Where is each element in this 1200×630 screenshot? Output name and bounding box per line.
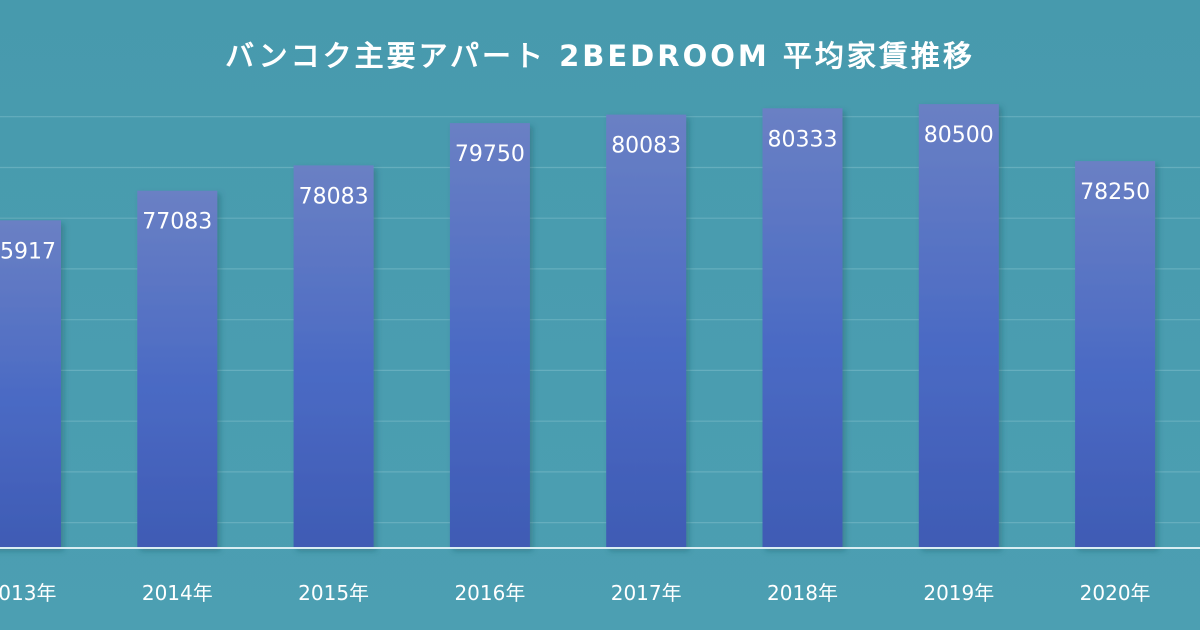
bars — [0, 104, 1156, 549]
bar-value-label: 78083 — [299, 184, 369, 209]
x-tick-label: 2013年 — [0, 581, 56, 605]
bar-2018年 — [762, 108, 843, 549]
bar-2020年 — [1075, 161, 1156, 548]
x-tick-label: 2016年 — [454, 581, 525, 605]
x-tick-label: 2014年 — [142, 581, 213, 605]
x-tick-labels: 2013年 2014年 2015年 2016年 2017年 2018年 2019年 2020年 — [0, 581, 1151, 605]
bar-value-label: 80333 — [768, 127, 838, 152]
x-tick-label: 2020年 — [1080, 581, 1151, 605]
bar-value-label: 80500 — [924, 123, 994, 148]
bar-2015年 — [293, 165, 374, 548]
chart-title: バンコク主要アパート 2BEDROOM 平均家賃推移 — [225, 39, 975, 73]
bar-2016年 — [449, 123, 530, 548]
x-tick-label: 2017年 — [611, 581, 682, 605]
bar-2013年 — [0, 220, 61, 549]
bar-value-label: 79750 — [455, 142, 525, 167]
bar-2017年 — [606, 114, 687, 548]
bar-value-label: 77083 — [142, 210, 212, 235]
value-labels: 75917 77083 78083 79750 80083 80333 80500 78250 — [0, 123, 1150, 264]
bar-value-label: 78250 — [1080, 180, 1150, 205]
bar-value-label: 80083 — [611, 134, 681, 159]
x-tick-label: 2018年 — [767, 581, 838, 605]
x-tick-label: 2015年 — [298, 581, 369, 605]
bar-2014年 — [137, 190, 218, 548]
x-tick-label: 2019年 — [923, 581, 994, 605]
bar-value-label: 75917 — [0, 239, 56, 264]
bar-2019年 — [918, 104, 999, 548]
